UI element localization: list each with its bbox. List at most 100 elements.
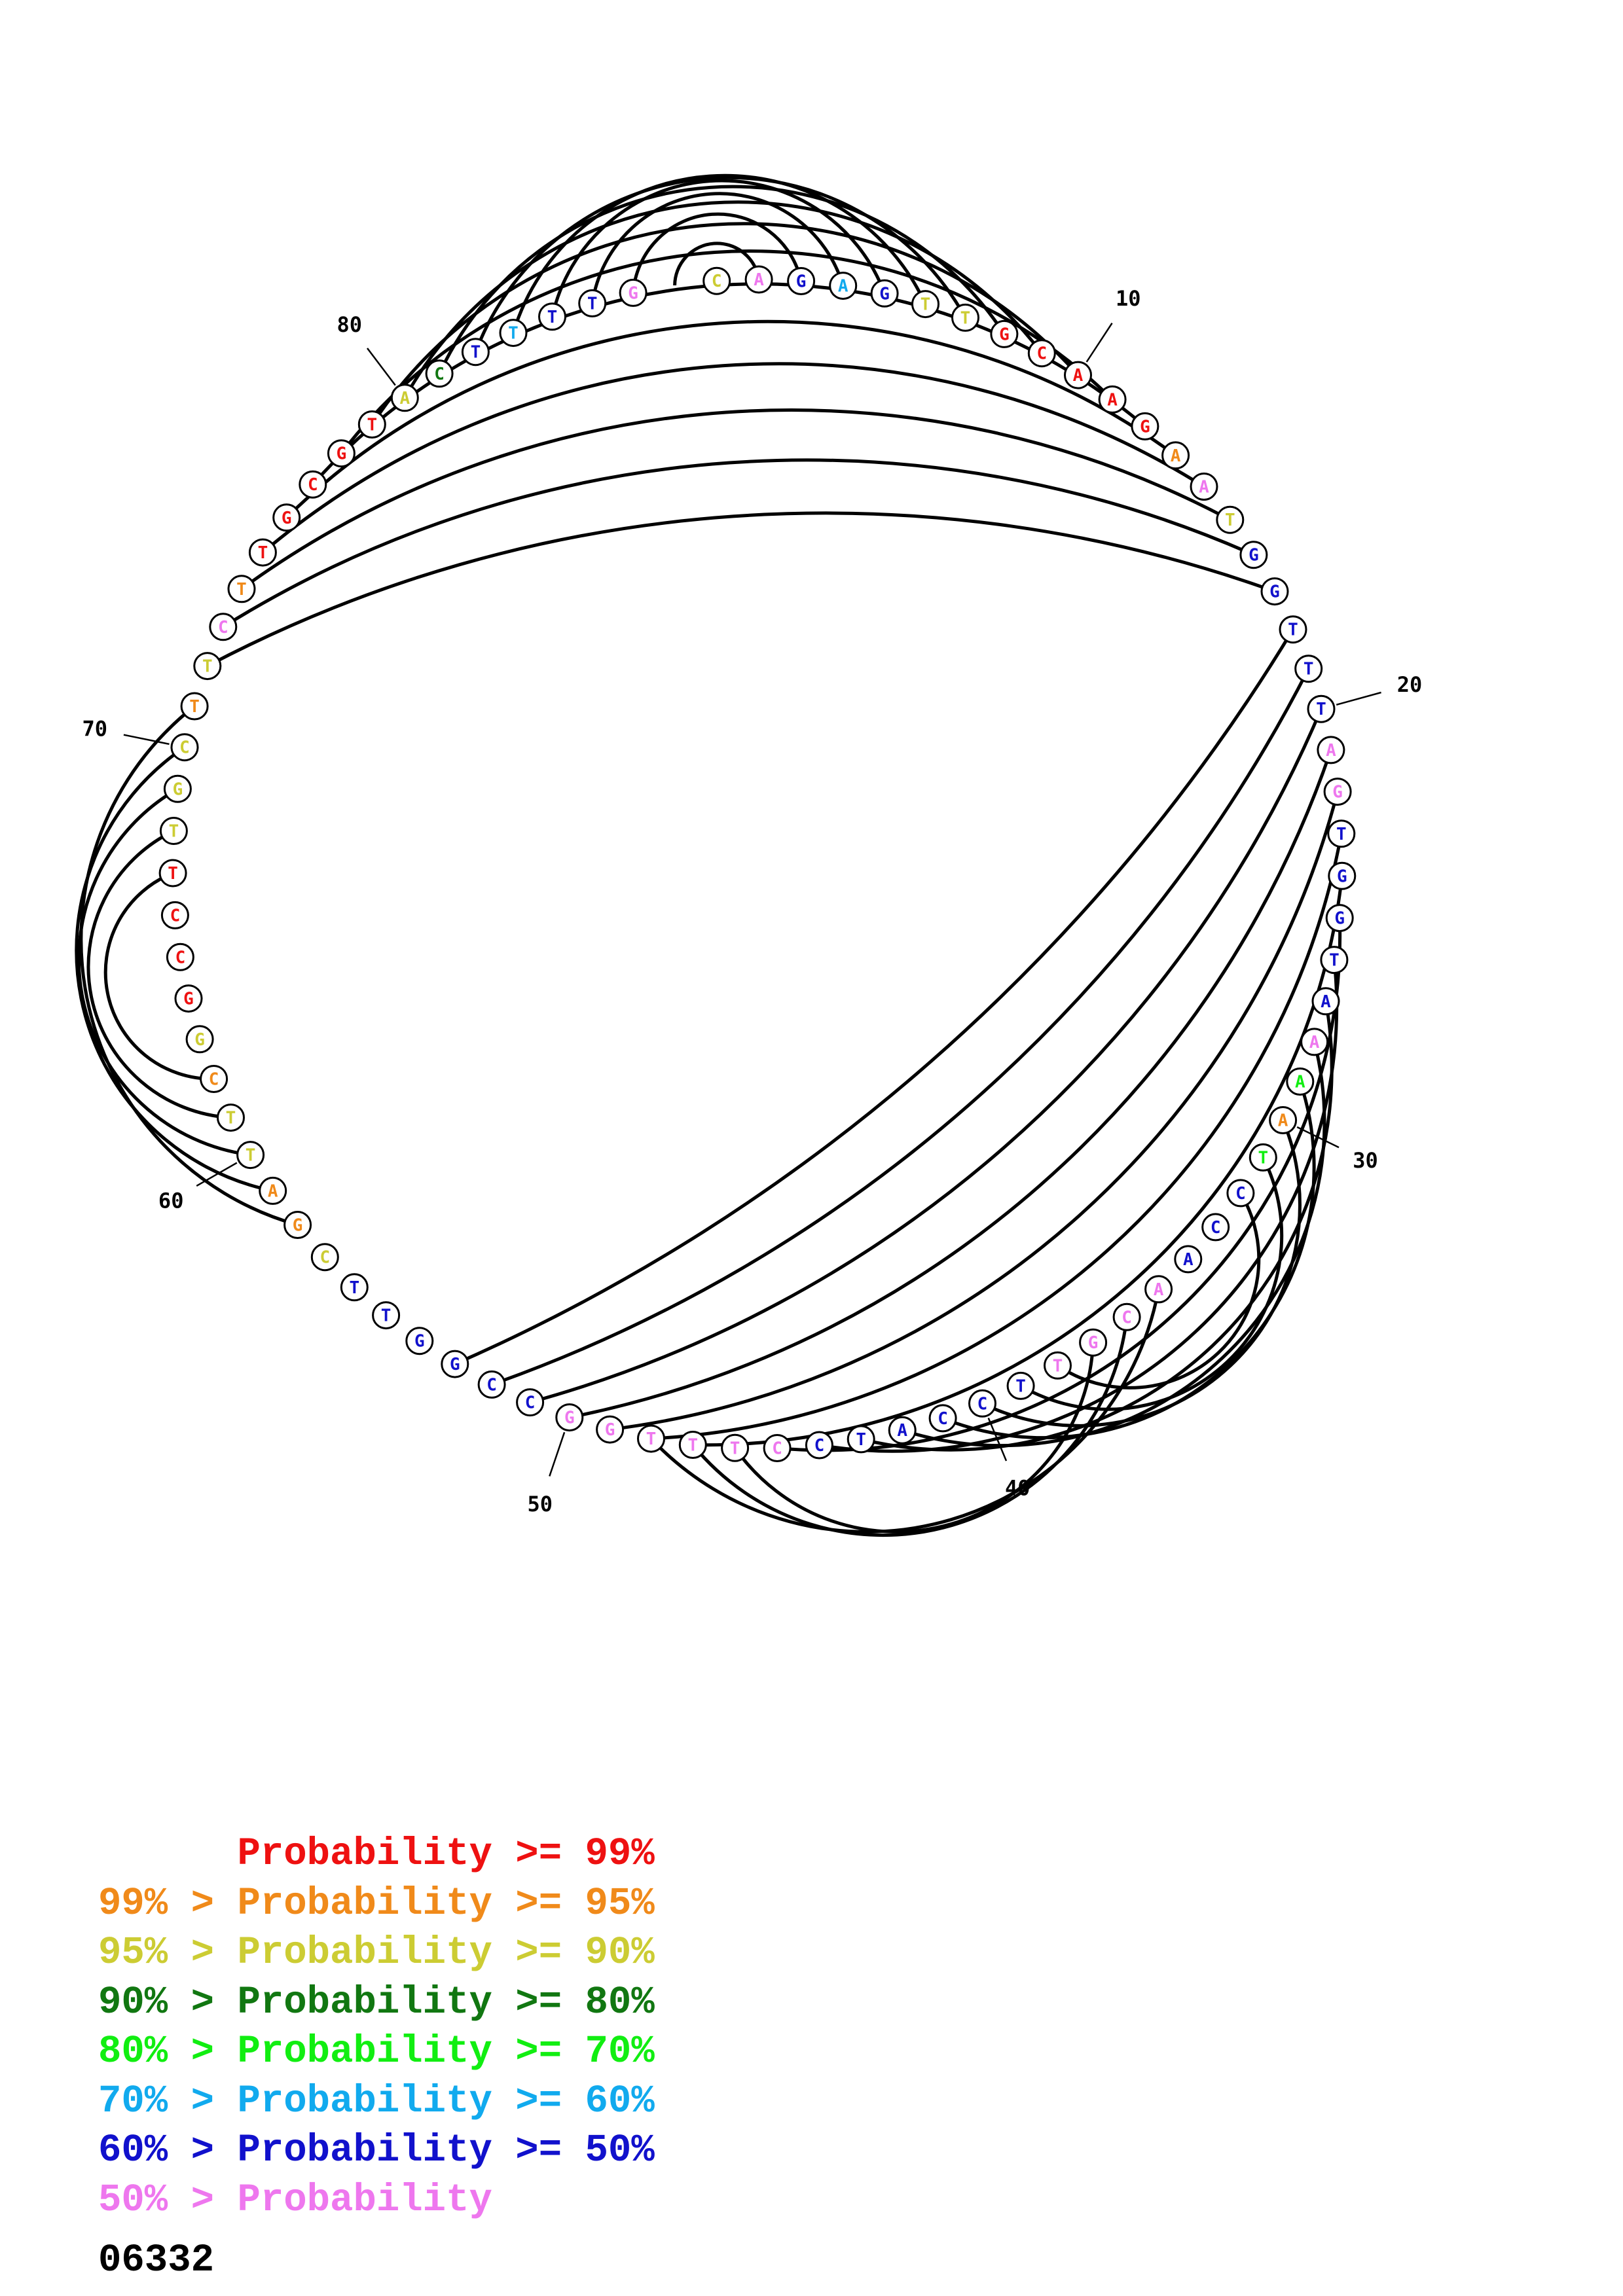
nucleotide-letter: G	[282, 509, 292, 528]
nucleotide-letter: A	[1295, 1073, 1305, 1092]
nucleotide: A	[829, 272, 858, 300]
nucleotide-letter: A	[754, 270, 764, 290]
nucleotide: C	[200, 1065, 228, 1093]
nucleotide-letter: C	[712, 272, 722, 291]
nucleotide-letter: A	[1326, 741, 1336, 761]
nucleotide-letter: T	[1225, 511, 1235, 530]
legend-suffix: >= 95%	[492, 1881, 655, 1926]
nucleotide: T	[721, 1433, 750, 1462]
base-pair-arc	[591, 192, 845, 304]
base-pair-arc	[261, 362, 1205, 554]
nucleotide-circle	[1098, 385, 1127, 414]
legend-suffix: >= 70%	[492, 2030, 655, 2073]
nucleotide: G	[870, 279, 899, 308]
nucleotide: A	[1300, 1028, 1329, 1056]
nucleotide-letter: T	[921, 295, 931, 315]
nucleotide-circle	[299, 470, 327, 499]
base-pair-arc	[240, 408, 1231, 590]
legend-label: Probability	[237, 1832, 492, 1876]
nucleotide-letter: T	[547, 308, 558, 327]
nucleotide-letter: T	[367, 416, 377, 435]
nucleotide-circle	[425, 359, 454, 388]
legend-row: 70% > Probability >= 60%	[98, 2077, 655, 2126]
nucleotide: G	[272, 503, 301, 532]
nucleotide-circle	[1307, 694, 1336, 723]
nucleotide: G	[405, 1327, 434, 1355]
legend-suffix: >= 99%	[492, 1832, 655, 1876]
nucleotide: A	[1161, 441, 1190, 470]
nucleotide-letter: T	[1304, 660, 1314, 679]
nucleotide-circle	[405, 1327, 434, 1355]
nucleotide-circle	[911, 290, 939, 319]
nucleotide: T	[217, 1103, 245, 1132]
nucleotide-letter: T	[169, 822, 179, 842]
nucleotide: A	[1317, 736, 1345, 764]
nucleotide: G	[1325, 904, 1354, 933]
base-pair-arc	[103, 871, 214, 1081]
nucleotide: G	[441, 1350, 469, 1378]
nucleotide-circle	[1311, 987, 1340, 1016]
nucleotide: G	[555, 1403, 584, 1432]
nucleotide-circle	[163, 774, 192, 803]
base-pair-arc	[693, 876, 1344, 1447]
nucleotide: T	[1294, 655, 1323, 683]
nucleotide-circle	[787, 267, 816, 295]
nucleotide: G	[185, 1025, 214, 1054]
nucleotide-circle	[968, 1389, 996, 1418]
nucleotide-letter: C	[1122, 1308, 1132, 1327]
nucleotide: C	[763, 1434, 792, 1462]
nucleotide: T	[911, 290, 939, 319]
position-tick	[1336, 691, 1381, 706]
nucleotide-circle	[805, 1431, 833, 1460]
nucleotide: T	[1279, 615, 1307, 644]
position-label: 10	[1116, 286, 1141, 311]
nucleotide-letter: A	[1321, 992, 1331, 1012]
nucleotide-letter: C	[308, 475, 318, 495]
nucleotide: T	[372, 1301, 401, 1330]
nucleotide-letter: A	[897, 1421, 907, 1441]
nucleotide-circle	[340, 1273, 369, 1302]
nucleotide-letter: T	[646, 1429, 657, 1449]
legend-prefix: 50% >	[98, 2178, 238, 2222]
nucleotide-letter: T	[1329, 951, 1340, 971]
nucleotide-circle	[1064, 361, 1092, 389]
legend-row: 95% > Probability >= 90%	[98, 1928, 655, 1978]
nucleotide: T	[1327, 819, 1356, 848]
nucleotide: T	[1216, 505, 1245, 534]
nucleotide: G	[990, 319, 1019, 348]
nucleotide-letter: G	[1269, 583, 1280, 602]
nucleotide: C	[702, 266, 731, 295]
nucleotide-circle	[744, 265, 773, 294]
nucleotide-letter: T	[1336, 825, 1347, 844]
nucleotide-circle	[310, 1243, 339, 1272]
base-pair-arc	[511, 173, 927, 334]
base-pair-arc	[860, 1001, 1334, 1452]
nucleotide-letter: C	[1036, 344, 1047, 364]
nucleotide: A	[1190, 473, 1218, 501]
nucleotide-letter: G	[1337, 867, 1347, 886]
nucleotide-letter: T	[168, 864, 178, 884]
legend-row: 80% > Probability >= 70%	[98, 2027, 655, 2077]
nucleotide-circle	[248, 538, 277, 567]
position-label: 30	[1353, 1148, 1378, 1173]
nucleotide-circle	[174, 984, 203, 1013]
nucleotide-letter: G	[628, 283, 638, 303]
nucleotide: T	[578, 289, 607, 317]
nucleotide-letter: C	[938, 1409, 948, 1429]
legend-prefix: 80% >	[98, 2030, 238, 2073]
nucleotide-circle	[1269, 1106, 1298, 1134]
legend-suffix: >= 90%	[492, 1931, 655, 1975]
nucleotide: A	[1269, 1106, 1298, 1134]
base-pair-arc	[776, 918, 1342, 1452]
nucleotide: C	[310, 1243, 339, 1272]
nucleotide: T	[678, 1431, 707, 1459]
legend-prefix	[98, 1832, 237, 1876]
nucleotide-circle	[272, 503, 301, 532]
nucleotide-circle	[888, 1416, 917, 1444]
nucleotide-circle	[166, 942, 194, 971]
nucleotide-letter: G	[173, 780, 183, 799]
nucleotide-letter: G	[1088, 1333, 1099, 1353]
nucleotide-circle	[1027, 339, 1056, 368]
nucleotide: C	[805, 1431, 833, 1460]
nucleotide-ring: C A G A GTTGCAAGAATGGTTTAGTGGTAAAATCCAACGTTC…	[158, 265, 1357, 1462]
